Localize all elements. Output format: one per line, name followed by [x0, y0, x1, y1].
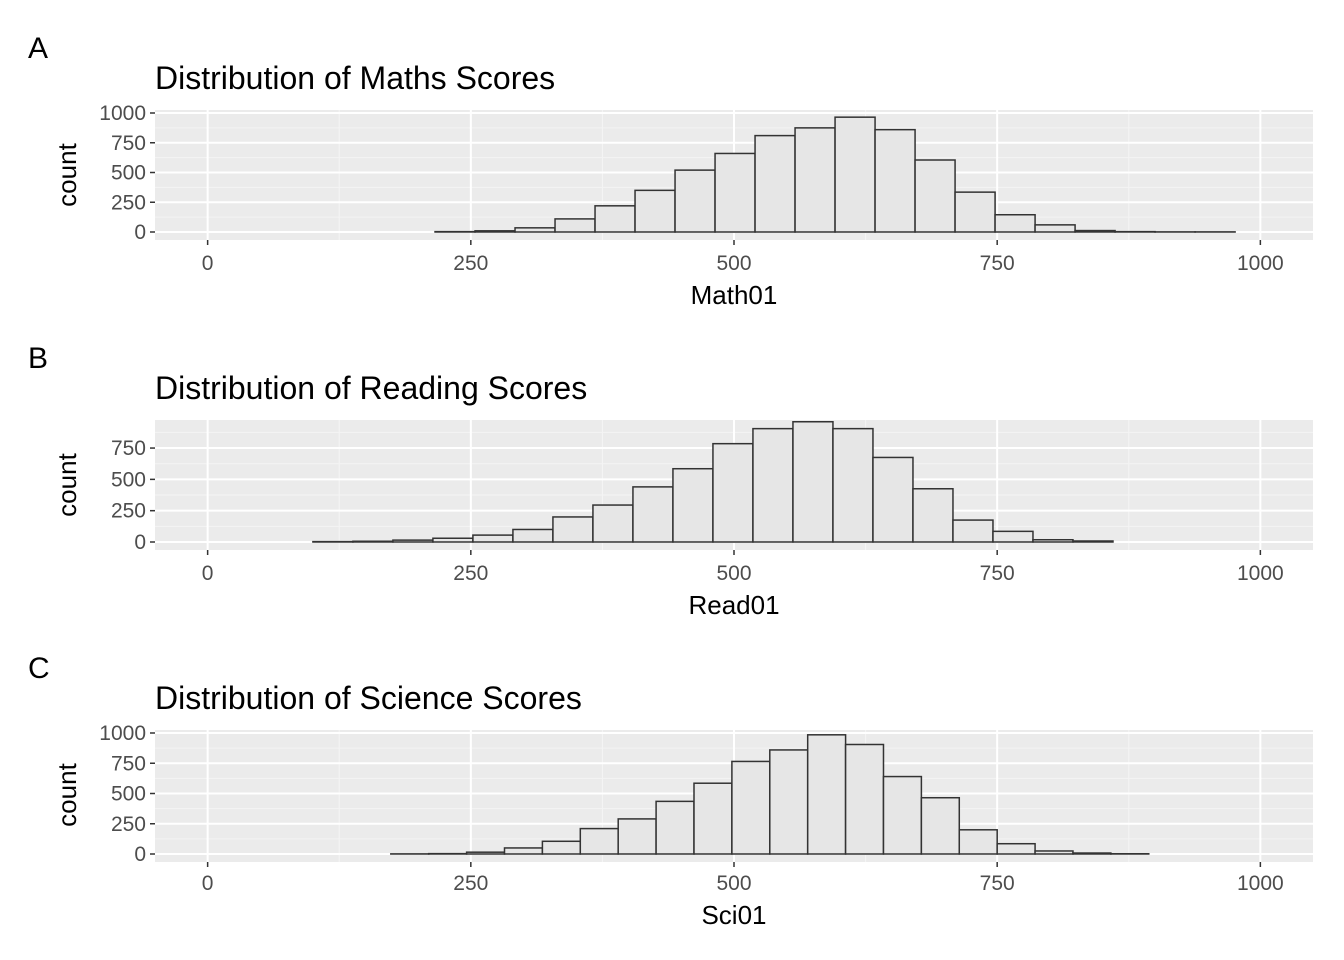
histogram-bar	[674, 169, 716, 233]
x-tick-label: 0	[202, 252, 214, 275]
y-axis-title: count	[52, 452, 82, 516]
histogram-bar	[731, 760, 771, 855]
histogram-bar	[672, 467, 714, 543]
histogram-bar	[872, 456, 914, 543]
histogram-bar	[554, 218, 596, 233]
panel-tag: A	[28, 32, 48, 65]
panel-tag: C	[28, 652, 50, 685]
histogram-bar	[1072, 852, 1112, 855]
x-tick-label: 0	[202, 562, 214, 585]
histogram-bar	[352, 540, 394, 543]
histogram-bar	[844, 743, 885, 855]
histogram-bar	[954, 191, 996, 233]
histogram-bar	[792, 420, 834, 543]
histogram-bar	[832, 427, 874, 543]
x-tick-label: 0	[202, 872, 214, 895]
histogram-bar	[503, 847, 544, 855]
histogram-bar	[714, 152, 756, 233]
x-tick-label: 1000	[1237, 562, 1284, 585]
histogram-bar	[874, 128, 916, 233]
histogram-bar	[472, 534, 514, 543]
chart-title: Distribution of Reading Scores	[155, 370, 587, 406]
histogram-bar	[882, 775, 923, 855]
x-tick-label: 500	[716, 872, 751, 895]
y-axis-title: count	[52, 762, 82, 826]
y-tick-label: 1000	[99, 722, 146, 745]
chart-title: Distribution of Maths Scores	[155, 60, 555, 96]
histogram-bar	[952, 519, 994, 543]
y-tick-label: 750	[111, 437, 146, 460]
histogram-bar	[794, 127, 836, 233]
chart-panel-b: B Distribution of Reading Scores 0 250 500 75…	[28, 342, 1313, 620]
histogram-bar	[655, 800, 695, 855]
histogram-bar	[806, 734, 847, 855]
histogram-bar	[1034, 850, 1074, 855]
x-axis-title: Read01	[688, 590, 779, 620]
histogram-bar	[634, 189, 676, 233]
histogram-bar	[996, 842, 1036, 855]
histogram-bar	[512, 528, 554, 543]
histogram-bar	[432, 537, 474, 543]
histogram-bar	[769, 749, 809, 855]
histogram-bar	[514, 227, 556, 233]
histogram-bar	[392, 539, 434, 543]
y-tick-label: 500	[111, 468, 146, 491]
y-tick-label: 250	[111, 191, 146, 214]
x-tick-label: 250	[453, 252, 488, 275]
x-tick-label: 500	[716, 562, 751, 585]
x-tick-label: 750	[980, 252, 1015, 275]
histogram-bar	[712, 442, 754, 543]
histogram-bar	[914, 159, 956, 233]
histogram-bar	[1034, 224, 1076, 233]
histogram-bar	[992, 530, 1034, 543]
x-tick-label: 250	[453, 562, 488, 585]
y-tick-label: 0	[134, 221, 146, 244]
y-tick-label: 250	[111, 813, 146, 836]
x-axis-title: Math01	[691, 280, 778, 310]
chart-title: Distribution of Science Scores	[155, 680, 582, 716]
chart-panel-a: A Distribution of Maths Scores 0 250 500 750 1…	[28, 32, 1313, 310]
x-tick-label: 500	[716, 252, 751, 275]
histogram-bar	[632, 486, 674, 543]
panel-tag: B	[28, 342, 48, 375]
y-tick-label: 0	[134, 531, 146, 554]
histogram-bar	[752, 427, 794, 543]
y-tick-label: 250	[111, 500, 146, 523]
histogram-bar	[834, 116, 876, 233]
histogram-bar	[617, 818, 657, 855]
histogram-bar	[920, 796, 961, 855]
y-tick-label: 500	[111, 162, 146, 185]
histogram-bar	[465, 851, 506, 855]
y-axis-title: count	[52, 142, 82, 206]
x-tick-label: 750	[980, 562, 1015, 585]
histogram-bar	[594, 205, 636, 233]
histogram-bar	[693, 782, 733, 855]
histogram-bar	[592, 504, 634, 543]
histogram-bar	[754, 134, 796, 233]
x-axis-title: Sci01	[701, 900, 766, 930]
histogram-bar	[958, 829, 998, 855]
y-tick-label: 0	[134, 843, 146, 866]
x-tick-label: 1000	[1237, 252, 1284, 275]
y-tick-label: 500	[111, 783, 146, 806]
histogram-bar	[1032, 538, 1074, 543]
histogram-bar	[579, 827, 619, 855]
y-tick-label: 1000	[99, 102, 146, 125]
y-tick-label: 750	[111, 752, 146, 775]
histogram-bar	[912, 488, 954, 543]
chart-panel-c: C Distribution of Science Scores 0 250 500 75…	[28, 652, 1313, 930]
histogram-bar	[994, 213, 1036, 233]
histogram-bar	[541, 840, 582, 855]
histogram-bar	[1072, 540, 1114, 543]
y-tick-label: 750	[111, 132, 146, 155]
x-tick-label: 750	[980, 872, 1015, 895]
x-tick-label: 250	[453, 872, 488, 895]
histogram-bar	[1074, 229, 1116, 233]
histogram-bar	[552, 516, 594, 543]
x-tick-label: 1000	[1237, 872, 1284, 895]
histogram-bar	[474, 230, 516, 233]
